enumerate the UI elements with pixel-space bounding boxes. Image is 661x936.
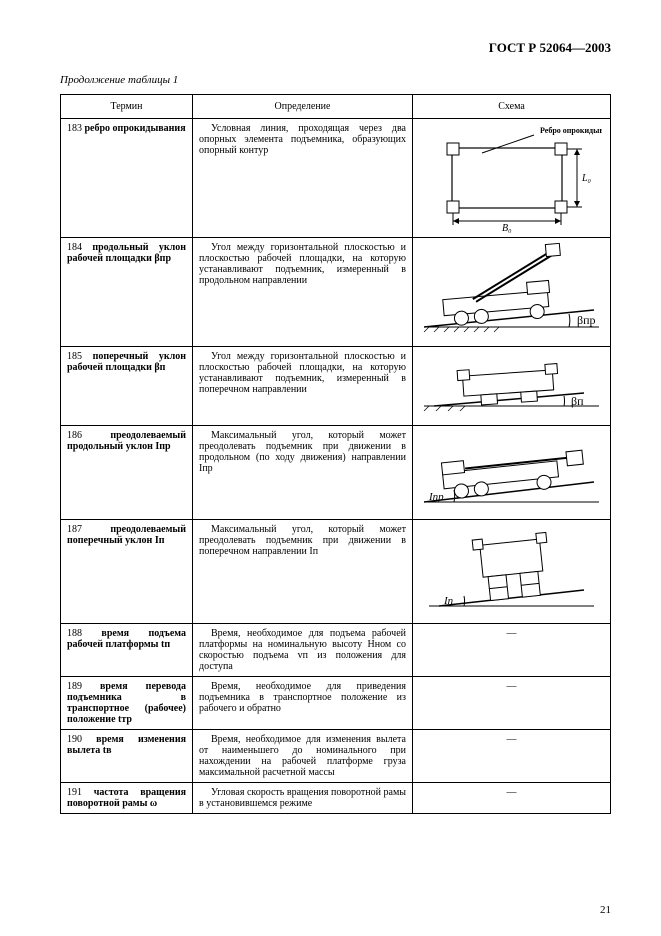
term-name: время изменения вылета tв (67, 734, 186, 756)
term-number: 189 (67, 681, 82, 692)
table-row: 186 преодолеваемый продольный уклон Iпр … (61, 426, 611, 520)
scheme-transverse-slope: βп (419, 351, 604, 421)
definition-text: Максимальный угол, который может преодол… (199, 524, 406, 557)
term-number: 186 (67, 430, 82, 441)
scheme-longitudinal-slope: βпр (419, 242, 604, 342)
angle-label: Iпр (428, 491, 444, 503)
table-row: 188 время подъема рабочей платформы tп В… (61, 624, 611, 677)
scheme-label: Ребро опрокидывания (540, 126, 602, 135)
terms-table: Термин Определение Схема 183 ребро опрок… (60, 94, 611, 814)
scheme-dash: — (413, 783, 611, 814)
term-name: время перевода подъемника в транспортное… (67, 681, 186, 725)
term-number: 187 (67, 524, 82, 535)
definition-text: Время, необходимое для подъема рабочей п… (199, 628, 406, 672)
table-row: 183 ребро опрокидыва­ния Условная линия,… (61, 119, 611, 238)
scheme-dash: — (413, 624, 611, 677)
term-name: время подъема рабочей платформы tп (67, 628, 186, 650)
page: ГОСТ Р 52064—2003 Продолжение таблицы 1 … (0, 0, 661, 936)
term-name: ребро опрокидыва­ния (85, 123, 186, 134)
term-number: 190 (67, 734, 82, 745)
definition-text: Время, необходимое для изменения вылета … (199, 734, 406, 778)
definition-text: Угловая скорость вращения поворотной рам… (199, 787, 406, 809)
angle-label: βпр (577, 313, 596, 327)
term-number: 188 (67, 628, 82, 639)
scheme-dash: — (413, 730, 611, 783)
col-term: Термин (61, 95, 193, 119)
table-row: 191 частота вращения поворотной рамы ω У… (61, 783, 611, 814)
col-scheme: Схема (413, 95, 611, 119)
term-name: частота вращения поворотной рамы ω (67, 787, 186, 809)
table-row: 185 поперечный уклон рабочей площадки βп… (61, 347, 611, 426)
page-number: 21 (600, 904, 611, 916)
term-name: преодолеваемый поперечный уклон Iп (67, 524, 186, 546)
scheme-tipping-edge: Ребро опрокидывания (422, 123, 602, 233)
table-row: 184 продольный уклон рабочей площадки βп… (61, 238, 611, 347)
table-row: 187 преодолеваемый поперечный уклон Iп М… (61, 520, 611, 624)
term-name: преодолеваемый продольный уклон Iпр (67, 430, 186, 452)
term-number: 185 (67, 351, 82, 362)
term-name: поперечный уклон рабочей площадки βп (67, 351, 186, 373)
scheme-longitudinal-gradeability: Iпр (419, 430, 604, 515)
scheme-transverse-gradeability: Iп (419, 524, 604, 619)
definition-text: Время, необходимое для приведения подъем… (199, 681, 406, 714)
term-number: 184 (67, 242, 82, 253)
angle-label: βп (571, 394, 584, 408)
dim-b: B₀ (502, 223, 512, 233)
definition-text: Угол между горизонтальной плоскостью и п… (199, 351, 406, 395)
term-number: 183 (67, 123, 82, 134)
scheme-dash: — (413, 677, 611, 730)
table-caption: Продолжение таблицы 1 (60, 74, 611, 86)
term-number: 191 (67, 787, 82, 798)
table-row: 190 время изменения вылета tв Время, нео… (61, 730, 611, 783)
col-definition: Определение (193, 95, 413, 119)
dim-l: L₀ (581, 173, 592, 184)
definition-text: Угол между горизонтальной плоскостью и п… (199, 242, 406, 286)
table-header-row: Термин Определение Схема (61, 95, 611, 119)
definition-text: Условная линия, проходящая через два опо… (199, 123, 406, 156)
angle-label: Iп (443, 595, 454, 607)
doc-header: ГОСТ Р 52064—2003 (60, 40, 611, 56)
definition-text: Максимальный угол, который может преодол… (199, 430, 406, 474)
table-row: 189 время перевода подъемника в транспор… (61, 677, 611, 730)
term-name: продольный уклон рабочей площадки βпр (67, 242, 186, 264)
